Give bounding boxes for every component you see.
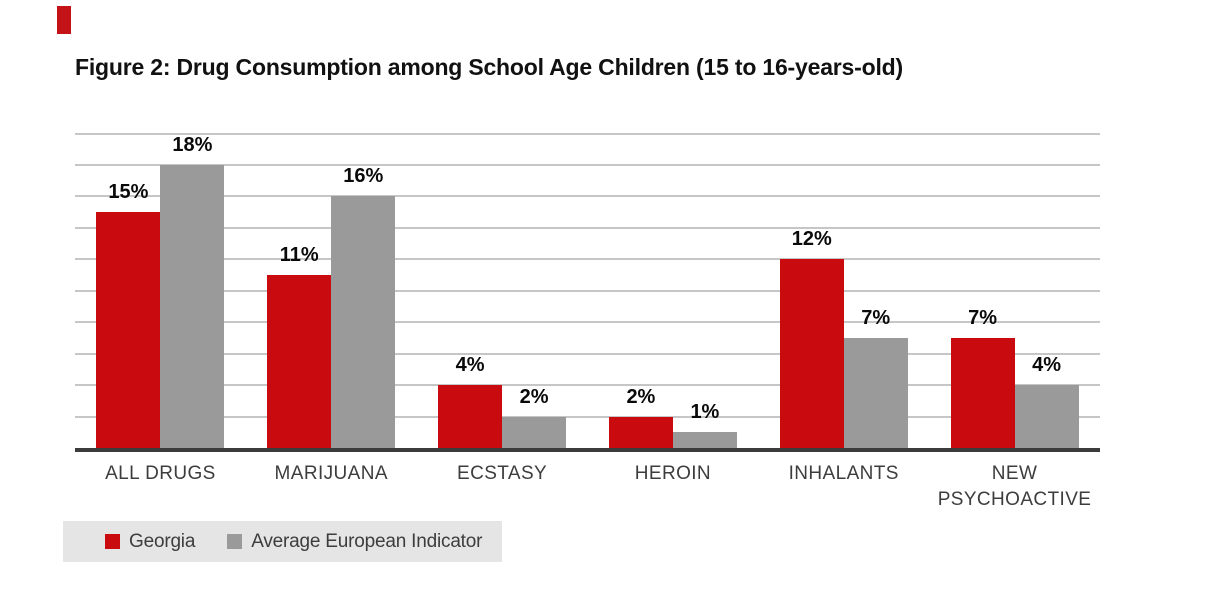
gridline [75,163,1100,166]
bar-value-label: 2% [626,385,656,408]
bar-value-label: 12% [791,228,832,250]
bar-value-label: 11% [279,243,319,266]
gridline [75,384,1100,386]
bar [672,432,737,448]
bar-column: 2% [608,385,673,448]
bar [502,416,567,448]
bar [1014,385,1079,448]
bar-value-label: 15% [108,180,149,203]
bar-group: 2% 1% [608,385,737,448]
bar-groups: 15% 18% 11% 16% 4% 2% 2% 1% 12% 7% 7% 4% [75,133,1100,448]
bar [608,416,673,448]
bar-group: 12% 7% [779,228,908,448]
bar-column: 2% [502,385,567,448]
bar-column: 7% [950,306,1015,448]
bar [950,337,1015,448]
bar [331,196,396,448]
plot-area: 15% 18% 11% 16% 4% 2% 2% 1% 12% 7% 7% 4% [75,133,1100,452]
bar-column: 4% [438,354,503,448]
bar-group: 15% 18% [96,133,225,448]
bar-column: 16% [331,165,396,448]
bar-column: 4% [1014,354,1079,448]
bar [438,385,503,448]
category-label: HEROIN [634,463,712,484]
page-corner-mark [57,6,71,34]
bar-group: 7% 4% [950,306,1079,448]
bar-value-label: 4% [455,354,485,376]
category-label: INHALANTS [788,463,899,484]
legend-label: Georgia [129,530,196,552]
legend: Georgia Average European Indicator [63,521,503,562]
bar-column: 11% [267,243,332,448]
bar [779,259,844,448]
category-label: MARIJUANA [274,463,388,484]
bar-value-label: 7% [861,306,891,329]
gridline [75,415,1100,418]
legend-label: Average European Indicator [251,530,483,552]
bar-value-label: 4% [1032,354,1061,376]
bar [160,164,225,448]
bar [96,211,161,448]
bar [843,337,908,448]
bar-group: 11% 16% [267,165,396,448]
bar-value-label: 16% [343,165,384,187]
gridline [75,133,1100,135]
legend-item: Average European Indicator [227,531,482,553]
bar-group: 4% 2% [438,354,567,448]
bar-column: 12% [779,228,844,448]
category-axis: ALL DRUGS MARIJUANA ECSTASY HEROIN INHALANTS… [75,461,1100,512]
bar-column: 18% [160,133,225,448]
category-label: ECSTASY [457,463,548,484]
bar-column: 15% [96,180,161,448]
gridline [75,352,1100,355]
bar-column: 1% [672,401,737,448]
gridline [75,195,1100,197]
chart-title: Figure 2: Drug Consumption among School … [75,54,903,80]
gridline [75,258,1100,260]
gridline [75,289,1100,292]
legend-swatch-icon [227,534,243,549]
category-label: ALL DRUGS [105,463,216,484]
legend-item: Georgia [105,531,195,553]
legend-swatch-icon [105,534,120,549]
bar-value-label: 2% [519,385,549,408]
bar-value-label: 1% [690,401,720,424]
bar-value-label: 18% [172,133,213,156]
bar [267,274,332,448]
bar-value-label: 7% [968,306,997,329]
category-label: NEW PSYCHOACTIVE [937,463,1092,510]
gridline [75,321,1100,323]
bar-column: 7% [843,306,908,448]
gridline [75,226,1100,229]
